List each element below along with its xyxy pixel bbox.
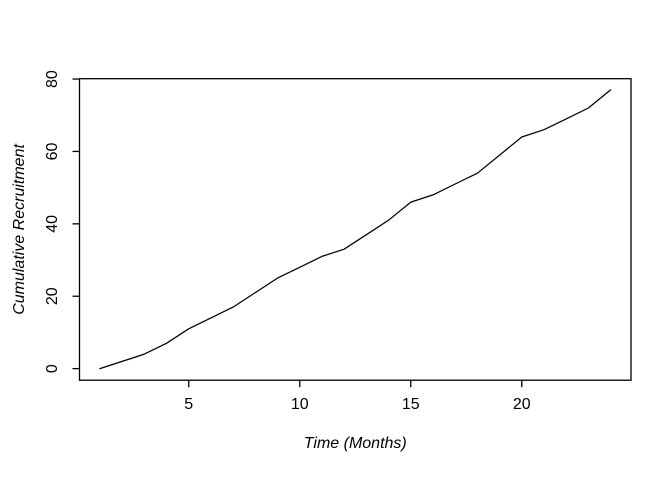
y-tick-label: 40 — [44, 215, 61, 233]
y-tick-label: 20 — [44, 287, 61, 305]
x-tick-label: 15 — [402, 396, 420, 413]
x-axis-title: Time (Months) — [304, 435, 407, 452]
x-tick-label: 20 — [513, 396, 531, 413]
x-tick-label: 10 — [291, 396, 309, 413]
plot-frame-box — [78, 78, 632, 381]
y-tick-label: 80 — [44, 70, 61, 88]
x-tick-label: 5 — [184, 396, 193, 413]
y-axis-ticks: 0 20 40 60 80 — [44, 70, 80, 373]
x-axis-ticks: 5 10 15 20 — [184, 380, 531, 413]
y-tick-label: 0 — [44, 364, 61, 373]
y-axis-title: Cumulative Recruitment — [11, 144, 28, 315]
y-tick-label: 60 — [44, 142, 61, 160]
cumulative-recruitment-line — [99, 89, 612, 370]
